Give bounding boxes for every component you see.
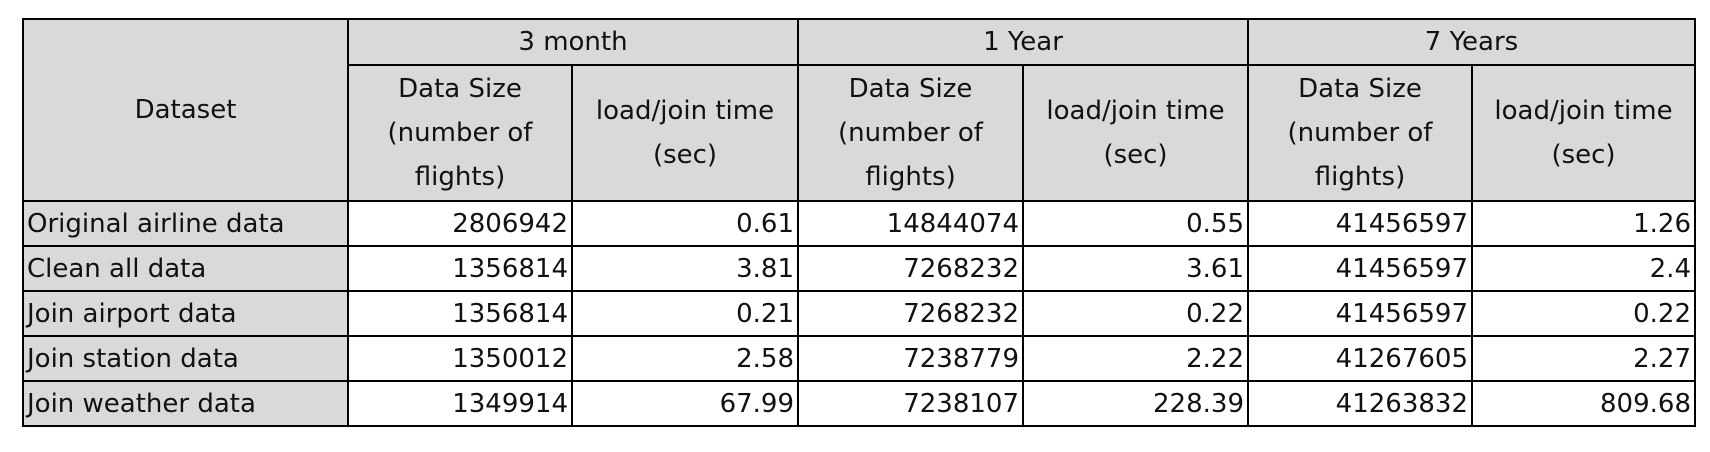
cell-value: 14844074 [797,200,1024,247]
sub-header-text: load/join time (sec) [595,96,775,170]
row-label: Original airline data [22,200,349,247]
cell-value: 0.22 [1471,290,1696,337]
cell-value: 7268232 [797,290,1024,337]
sub-header: load/join time (sec) [1022,64,1249,202]
cell-value: 2806942 [347,200,573,247]
sub-header: Data Size (number of flights) [797,64,1024,202]
cell-value: 228.39 [1022,380,1249,427]
sub-header: Data Size (number of flights) [1247,64,1473,202]
table-row: Join station data 1350012 2.58 7238779 2.22 4… [22,335,1696,382]
cell-value: 7268232 [797,245,1024,292]
row-label: Clean all data [22,245,349,292]
cell-value: 41263832 [1247,380,1473,427]
cell-value: 41267605 [1247,335,1473,382]
group-header: 3 month [347,18,799,66]
cell-value: 3.61 [1022,245,1249,292]
cell-value: 0.22 [1022,290,1249,337]
cell-value: 7238779 [797,335,1024,382]
cell-value: 41456597 [1247,245,1473,292]
cell-value: 7238107 [797,380,1024,427]
group-header: 1 Year [797,18,1249,66]
cell-value: 809.68 [1471,380,1696,427]
cell-value: 0.55 [1022,200,1249,247]
table-row: Join airport data 1356814 0.21 7268232 0.22 4… [22,290,1696,337]
cell-value: 2.27 [1471,335,1696,382]
sub-header: load/join time (sec) [1471,64,1696,202]
sub-header: load/join time (sec) [571,64,799,202]
cell-value: 1349914 [347,380,573,427]
cell-value: 0.21 [571,290,799,337]
cell-value: 1356814 [347,290,573,337]
cell-value: 2.58 [571,335,799,382]
cell-value: 41456597 [1247,290,1473,337]
sub-header-text: Data Size (number of flights) [387,74,533,192]
cell-value: 0.61 [571,200,799,247]
row-label: Join station data [22,335,349,382]
cell-value: 1350012 [347,335,573,382]
corner-header: Dataset [22,18,349,202]
sub-header-text: Data Size (number of flights) [1287,74,1433,192]
cell-value: 1.26 [1471,200,1696,247]
table-row: Join weather data 1349914 67.99 7238107 228.… [22,380,1696,427]
cell-value: 67.99 [571,380,799,427]
cell-value: 41456597 [1247,200,1473,247]
cell-value: 1356814 [347,245,573,292]
row-label: Join weather data [22,380,349,427]
group-header: 7 Years [1247,18,1696,66]
cell-value: 3.81 [571,245,799,292]
sub-header-text: load/join time (sec) [1046,96,1225,170]
row-label: Join airport data [22,290,349,337]
table-row: Clean all data 1356814 3.81 7268232 3.61 4145… [22,245,1696,292]
sub-header: Data Size (number of flights) [347,64,573,202]
cell-value: 2.4 [1471,245,1696,292]
sub-header-text: Data Size (number of flights) [838,74,983,192]
sub-header-text: load/join time (sec) [1494,96,1673,170]
table-row: Original airline data 2806942 0.61 14844074… [22,200,1696,247]
data-table: Dataset 3 month 1 Year 7 Years Data Size (n… [22,18,1696,427]
cell-value: 2.22 [1022,335,1249,382]
